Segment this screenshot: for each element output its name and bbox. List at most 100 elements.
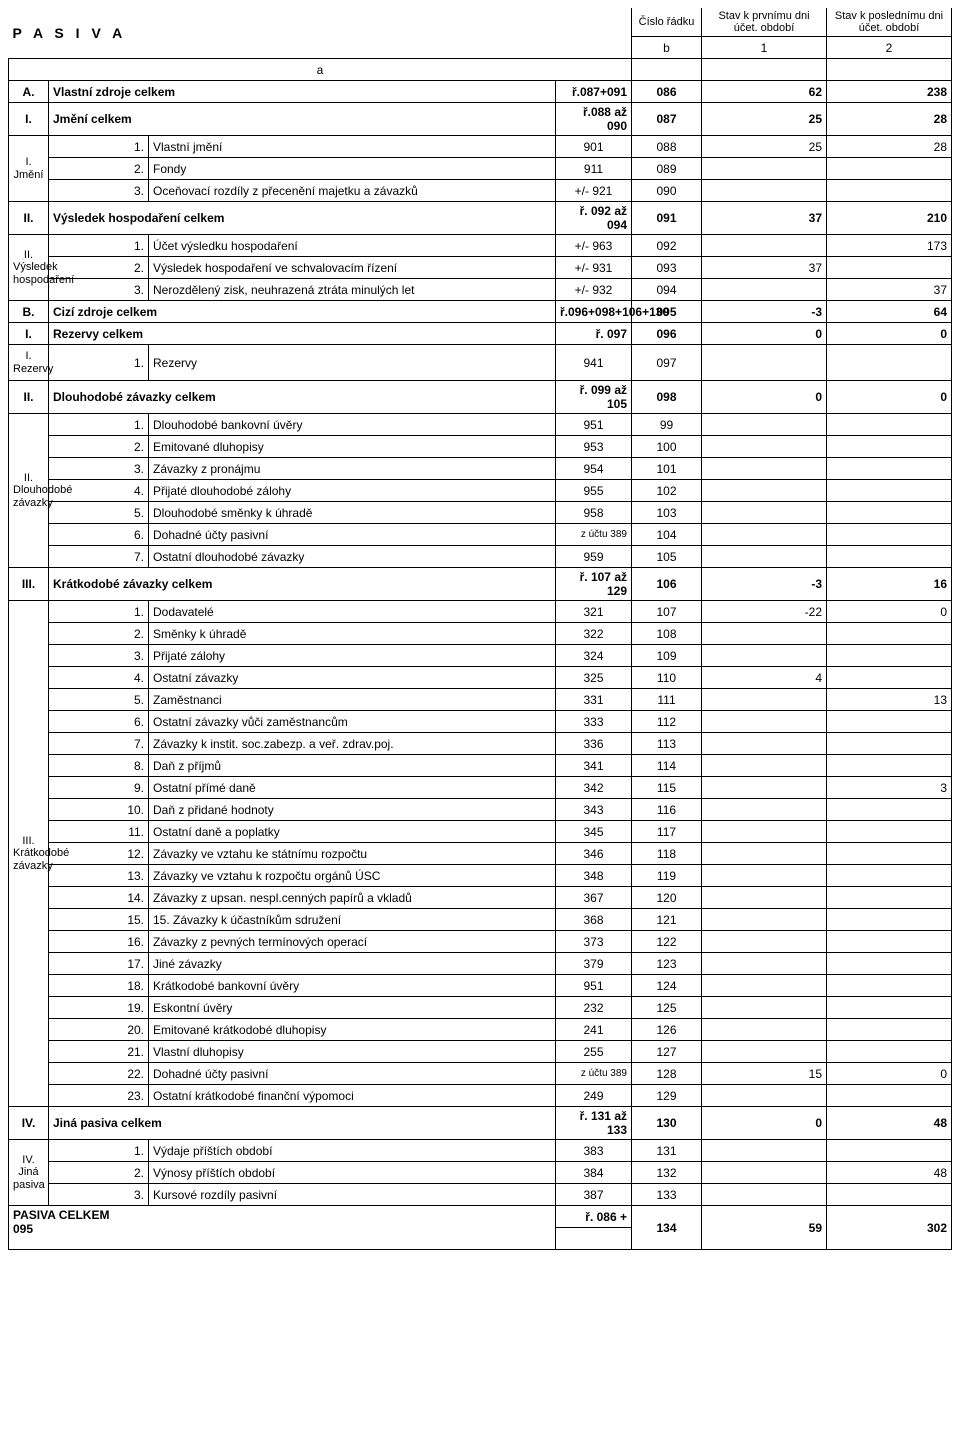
sec-ref: ř.096+098+106+130 — [556, 301, 632, 323]
item-text: Dlouhodobé směnky k úhradě — [149, 502, 556, 524]
group-letter: II. — [24, 249, 33, 261]
cell-row: 116 — [632, 799, 702, 821]
cell-v1 — [702, 975, 827, 997]
item-num: 2. — [49, 1162, 149, 1184]
cell-row: 088 — [632, 136, 702, 158]
cell-v2: 16 — [827, 568, 952, 601]
cell-v1 — [702, 689, 827, 711]
cell-v1 — [702, 645, 827, 667]
cell-v2 — [827, 645, 952, 667]
cell-v1: -3 — [702, 301, 827, 323]
cell-row: 108 — [632, 623, 702, 645]
cell-v1 — [702, 279, 827, 301]
cell-v1 — [702, 865, 827, 887]
cell-row: 093 — [632, 257, 702, 279]
cell-v2 — [827, 755, 952, 777]
cell-row: 092 — [632, 235, 702, 257]
cell-v1 — [702, 524, 827, 546]
table-row: 3.Přijaté zálohy324109 — [9, 645, 952, 667]
cell-v2 — [827, 502, 952, 524]
cell-v2 — [827, 180, 952, 202]
cell-v1 — [702, 235, 827, 257]
item-num: 10. — [49, 799, 149, 821]
cell-row: 119 — [632, 865, 702, 887]
item-acct: 901 — [556, 136, 632, 158]
item-acct: 387 — [556, 1184, 632, 1206]
cell-v1 — [702, 1184, 827, 1206]
item-text: Dohadné účty pasivní — [149, 1063, 556, 1085]
cell-v2 — [827, 458, 952, 480]
cell-v1 — [702, 777, 827, 799]
pasiva-table: P A S I V A Číslo řádku Stav k prvnímu d… — [8, 8, 952, 1250]
sec-letter: A. — [9, 81, 49, 103]
item-num: 21. — [49, 1041, 149, 1063]
sec-label: Výsledek hospodaření celkem — [49, 202, 556, 235]
table-row: 3.Kursové rozdíly pasivní387133 — [9, 1184, 952, 1206]
item-acct: 951 — [556, 975, 632, 997]
item-num: 17. — [49, 953, 149, 975]
item-num: 2. — [49, 623, 149, 645]
sec-label: Dlouhodobé závazky celkem — [49, 381, 556, 414]
cell-v2: 48 — [827, 1107, 952, 1140]
cell-v2 — [827, 887, 952, 909]
cell-v2 — [827, 345, 952, 381]
cell-v2 — [827, 799, 952, 821]
cell-v1 — [702, 414, 827, 436]
table-row: 9.Ostatní přímé daně3421153 — [9, 777, 952, 799]
cell-v2: 64 — [827, 301, 952, 323]
cell-v2 — [827, 414, 952, 436]
cell-v1 — [702, 887, 827, 909]
cell-row: 102 — [632, 480, 702, 502]
item-acct: 346 — [556, 843, 632, 865]
table-row: 2.Emitované dluhopisy953100 — [9, 436, 952, 458]
cell-row: 133 — [632, 1184, 702, 1206]
item-text: Přijaté dlouhodobé zálohy — [149, 480, 556, 502]
item-text: Závazky ve vztahu ke státnímu rozpočtu — [149, 843, 556, 865]
col-key-2: 2 — [827, 37, 952, 59]
item-num: 7. — [49, 546, 149, 568]
item-acct: 954 — [556, 458, 632, 480]
item-num: 1. — [49, 1140, 149, 1162]
cell-row: 130 — [632, 1107, 702, 1140]
cell-row: 121 — [632, 909, 702, 931]
item-text: Vlastní dluhopisy — [149, 1041, 556, 1063]
cell-row: 126 — [632, 1019, 702, 1041]
cell-row: 122 — [632, 931, 702, 953]
cell-v1: 25 — [702, 103, 827, 136]
item-acct: 336 — [556, 733, 632, 755]
cell-v1: 15 — [702, 1063, 827, 1085]
cell-row: 127 — [632, 1041, 702, 1063]
cell-row: 086 — [632, 81, 702, 103]
item-num: 2. — [49, 158, 149, 180]
cell-v1 — [702, 1019, 827, 1041]
item-num: 3. — [49, 180, 149, 202]
item-acct: 343 — [556, 799, 632, 821]
item-num: 20. — [49, 1019, 149, 1041]
group-label-vysl: II. Výsledek hospodaření — [9, 235, 49, 301]
table-row: 6.Dohadné účty pasivníz účtu 389104 — [9, 524, 952, 546]
cell-v1 — [702, 931, 827, 953]
cell-v1 — [702, 623, 827, 645]
table-row: 4.Přijaté dlouhodobé zálohy955102 — [9, 480, 952, 502]
cell-v1: 37 — [702, 257, 827, 279]
cell-v2 — [827, 623, 952, 645]
table-row: 13.Závazky ve vztahu k rozpočtu orgánů Ú… — [9, 865, 952, 887]
row-sec-a: A. Vlastní zdroje celkem ř.087+091 086 6… — [9, 81, 952, 103]
sec-ref: ř. 107 až 129 — [556, 568, 632, 601]
sec-label: Jmění celkem — [49, 103, 556, 136]
group-name: Rezervy — [13, 363, 53, 375]
cell-row: 131 — [632, 1140, 702, 1162]
cell-v1 — [702, 180, 827, 202]
sec-label: Krátkodobé závazky celkem — [49, 568, 556, 601]
cell-row: 114 — [632, 755, 702, 777]
item-text: Ostatní krátkodobé finanční výpomoci — [149, 1085, 556, 1107]
cell-v1 — [702, 436, 827, 458]
cell-row: 123 — [632, 953, 702, 975]
cell-v1: 0 — [702, 1107, 827, 1140]
item-acct: 241 — [556, 1019, 632, 1041]
item-acct: 325 — [556, 667, 632, 689]
item-text: Přijaté zálohy — [149, 645, 556, 667]
item-text: Výdaje příštích období — [149, 1140, 556, 1162]
item-num: 1. — [49, 414, 149, 436]
cell-v2 — [827, 257, 952, 279]
